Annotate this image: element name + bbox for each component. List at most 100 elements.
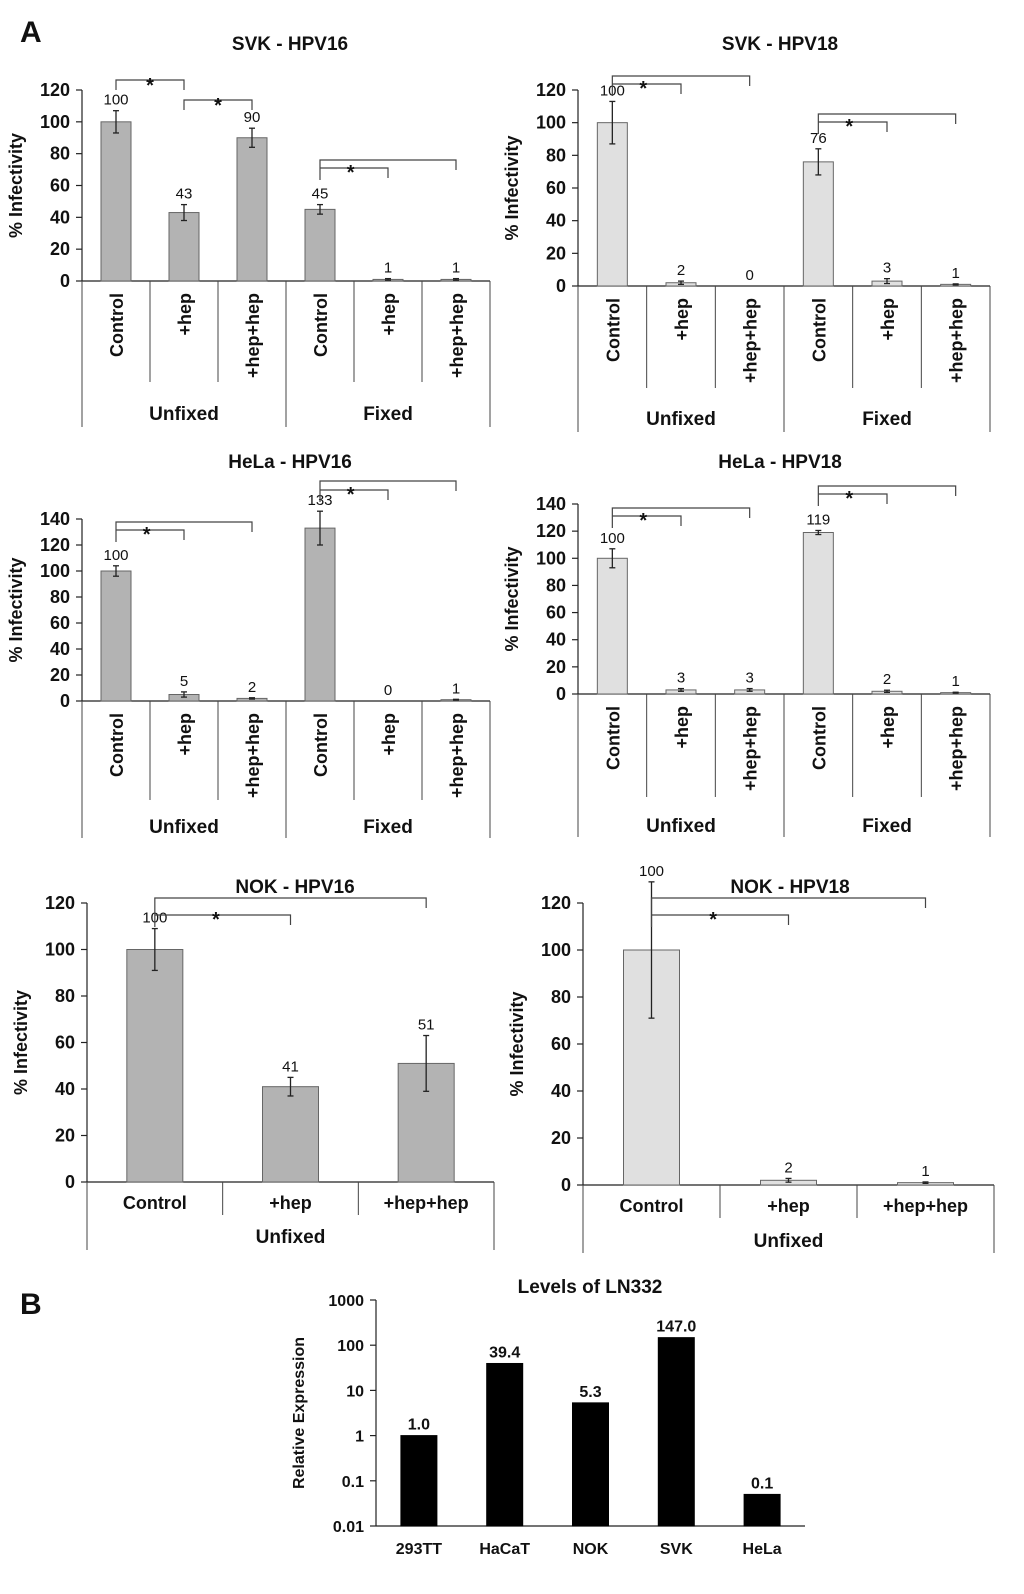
y-tick-label: 0.1 [342,1474,364,1491]
y-tick-label: 0 [60,271,70,291]
bar [743,1493,781,1527]
y-tick-label: 100 [40,561,70,581]
y-tick-label: 140 [40,509,70,529]
bar [802,161,834,287]
significance-bracket: * [817,113,957,138]
x-tick-label: +hep+hep [243,713,263,798]
y-axis-label: % Infectivity [502,135,522,240]
bracket-line [611,75,751,96]
value-label: 2 [883,671,891,688]
group-label: Fixed [363,404,413,425]
y-tick-label: 120 [40,80,70,100]
x-tick-label: +hep [672,298,692,341]
value-label: 43 [176,186,193,203]
y-tick-label: 20 [546,243,566,263]
bracket-line [817,113,957,134]
value-label: 3 [745,670,753,687]
group-label: Unfixed [149,817,219,838]
group-label: Unfixed [149,404,219,425]
value-label: 45 [312,186,329,203]
bracket-line [319,159,457,180]
value-label: 0 [745,267,753,284]
x-tick-label: Control [311,293,331,357]
y-axis-label: % Infectivity [11,990,31,1095]
y-tick-label: 0 [60,691,70,711]
x-tick-label: +hep+hep [741,706,761,791]
y-tick-label: 100 [40,112,70,132]
x-tick-label: Control [809,298,829,362]
chart-title: Levels of LN332 [518,1277,663,1298]
bar [168,212,200,282]
value-label: 0.1 [751,1475,773,1492]
significance-bracket: * [115,521,253,546]
x-tick-label: HaCaT [479,1541,530,1558]
bar [572,1402,609,1527]
y-tick-label: 60 [50,613,70,633]
y-axis-label: % Infectivity [502,546,522,651]
x-tick-label: Control [809,706,829,770]
bracket-line [115,79,185,90]
x-tick-label: Control [123,1193,187,1213]
x-tick-label: +hep [878,706,898,749]
y-tick-label: 0 [65,1172,75,1192]
x-tick-label: +hep+hep [883,1196,968,1216]
chart-title: HeLa - HPV18 [718,452,842,473]
group-label: Fixed [363,817,413,838]
value-label: 100 [600,530,625,547]
value-label: 76 [810,130,827,147]
y-tick-label: 80 [50,587,70,607]
bar [400,1435,438,1527]
y-tick-label: 0 [556,276,566,296]
bracket-line [154,914,292,925]
x-tick-label: +hep [175,293,195,336]
x-tick-label: +hep [269,1193,312,1213]
y-tick-label: 120 [541,893,571,913]
x-tick-label: 293TT [396,1541,442,1558]
x-tick-label: Control [603,706,623,770]
value-label: 1 [921,1163,929,1180]
significance-star: * [845,116,853,138]
y-tick-label: 100 [541,940,571,960]
chart-title: SVK - HPV16 [232,34,348,55]
value-label: 41 [282,1058,299,1075]
y-tick-label: 120 [45,893,75,913]
bracket-line [612,83,682,94]
bar [596,122,628,287]
y-tick-label: 60 [546,178,566,198]
y-tick-label: 20 [50,665,70,685]
x-tick-label: +hep [767,1196,810,1216]
significance-bracket: * [319,480,457,506]
y-tick-label: 20 [551,1128,571,1148]
x-tick-label: HeLa [743,1541,782,1558]
bracket-line [818,121,888,132]
x-tick-label: +hep+hep [243,293,263,378]
value-label: 1 [951,265,959,282]
y-tick-label: 120 [536,521,566,541]
bar [596,557,628,695]
value-label: 3 [677,670,685,687]
bar [304,208,336,282]
x-tick-label: Control [620,1196,684,1216]
x-tick-label: Control [311,713,331,777]
x-tick-label: +hep+hep [447,713,467,798]
value-label: 3 [883,260,891,277]
chart-3: HeLa - HPV18 0 20 40 60 80 100 120 140 % Infectiv… [502,452,991,837]
y-tick-label: 80 [55,986,75,1006]
bar [100,121,132,282]
y-tick-label: 100 [337,1338,364,1355]
bar [236,137,268,282]
bar [486,1362,524,1527]
significance-star: * [845,488,853,510]
y-tick-label: 40 [546,211,566,231]
y-tick-label: 40 [551,1081,571,1101]
chart-title: NOK - HPV18 [730,877,849,898]
value-label: 90 [244,109,261,126]
group-label: Unfixed [646,409,716,430]
significance-star: * [146,75,154,97]
significance-star: * [347,484,355,506]
significance-bracket: * [611,75,751,100]
bracket-line [612,515,682,526]
